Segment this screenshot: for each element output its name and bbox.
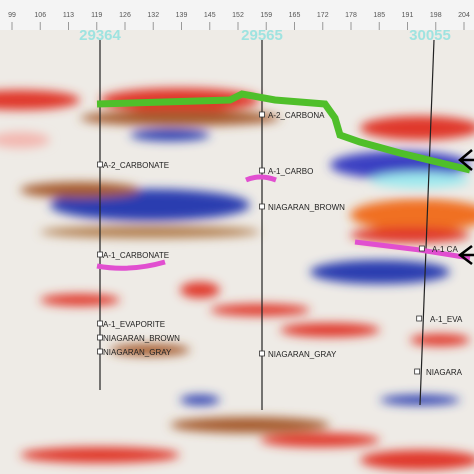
pick-marker (97, 320, 103, 327)
top-tick-label: 159 (260, 12, 272, 19)
pick-marker (259, 111, 265, 118)
pick-label: A-1_EVAPORITE (103, 320, 165, 329)
top-tick-label: 119 (91, 12, 102, 19)
top-tick-label: 126 (119, 12, 131, 19)
horizon-magenta (96, 259, 166, 271)
top-tick-label: 191 (402, 12, 414, 19)
arrow-markers (457, 149, 474, 265)
pick-label: A-1_EVA (430, 315, 463, 324)
top-tick-label: 165 (289, 12, 301, 19)
top-axis-bar (0, 0, 474, 30)
top-tick-label: 113 (63, 12, 74, 19)
horizon-magenta (245, 174, 277, 183)
pick-marker (259, 203, 265, 210)
well-name: 29364 (79, 27, 121, 44)
pick-marker (97, 334, 103, 341)
pick-label: NIAGARAN_BROWN (268, 203, 345, 212)
pick-marker (414, 368, 421, 375)
pick-marker (418, 245, 425, 252)
pick-label: A-2_CARBONA (268, 111, 325, 120)
pick-label: NIAGARAN_GRAY (268, 350, 337, 359)
top-tick-label: 172 (317, 12, 329, 19)
pick-label: A-1_CARBONATE (103, 251, 169, 260)
seismic-amplitudes (0, 88, 474, 470)
top-tick-label: 132 (147, 12, 159, 19)
top-tick-label: 145 (204, 12, 216, 19)
top-tick-label: 139 (176, 12, 188, 19)
pick-label: A-1_CARBO (268, 167, 313, 176)
pick-marker (97, 161, 103, 168)
top-tick-label: 204 (458, 12, 470, 19)
well-name: 29565 (241, 27, 283, 44)
top-tick-label: 152 (232, 12, 244, 19)
top-tick-label: 185 (373, 12, 385, 19)
pick-marker (259, 167, 265, 174)
well-paths (99, 39, 435, 410)
pick-label: A-2_CARBONATE (103, 161, 169, 170)
well-name: 30055 (409, 27, 451, 44)
top-tick-label: 106 (34, 12, 46, 19)
pick-label: NIAGARAN_GRAY (103, 348, 172, 357)
pick-marker (259, 350, 265, 357)
pick-label: A-1 CA (432, 245, 458, 254)
pick-marker (416, 315, 423, 322)
pick-marker (97, 348, 103, 355)
pick-label: NIAGARA (426, 368, 463, 377)
horizon-green (96, 90, 471, 174)
pick-marker (97, 251, 103, 258)
top-tick-label: 198 (430, 12, 442, 19)
top-tick-label: 178 (345, 12, 357, 19)
pick-label: NIAGARAN_BROWN (103, 334, 180, 343)
top-tick-label: 99 (8, 12, 16, 19)
